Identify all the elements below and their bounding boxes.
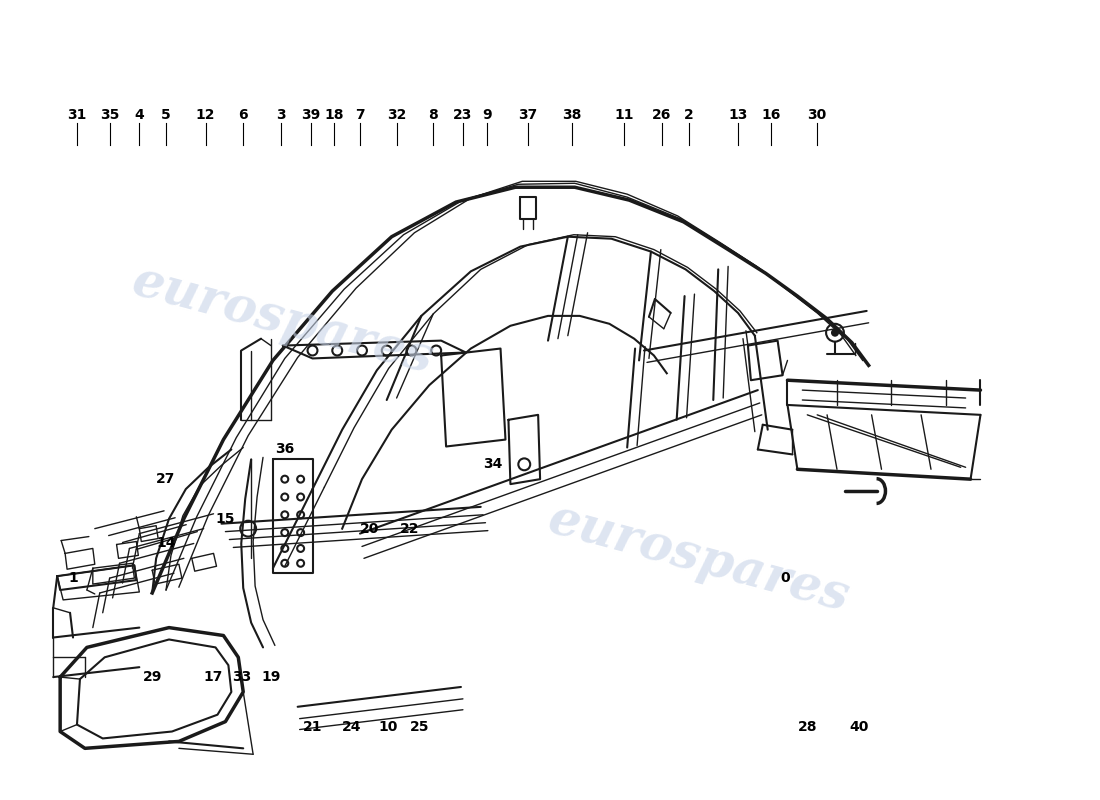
Text: 29: 29 [143, 670, 162, 684]
Text: 30: 30 [807, 108, 827, 122]
Text: 33: 33 [232, 670, 251, 684]
Text: 24: 24 [342, 719, 362, 734]
Text: 20: 20 [360, 522, 379, 536]
Text: 1: 1 [68, 571, 78, 585]
Text: 7: 7 [355, 108, 365, 122]
Text: 14: 14 [156, 537, 176, 550]
Text: 3: 3 [276, 108, 286, 122]
Text: 12: 12 [196, 108, 216, 122]
Text: 32: 32 [387, 108, 406, 122]
Text: 37: 37 [518, 108, 538, 122]
Text: 10: 10 [378, 719, 397, 734]
Text: 17: 17 [204, 670, 223, 684]
Text: eurospares: eurospares [126, 257, 439, 385]
Text: 26: 26 [652, 108, 671, 122]
Text: 13: 13 [728, 108, 748, 122]
Text: 23: 23 [453, 108, 473, 122]
Text: 5: 5 [162, 108, 170, 122]
Text: 40: 40 [849, 719, 868, 734]
Text: eurospares: eurospares [542, 494, 855, 622]
Text: 0: 0 [781, 571, 790, 585]
Text: 36: 36 [275, 442, 295, 457]
Text: 31: 31 [67, 108, 87, 122]
Text: 4: 4 [134, 108, 144, 122]
Text: 28: 28 [798, 719, 817, 734]
Text: 8: 8 [428, 108, 438, 122]
Text: 9: 9 [482, 108, 492, 122]
Text: 34: 34 [483, 458, 503, 471]
Text: 11: 11 [615, 108, 634, 122]
Text: 15: 15 [216, 512, 235, 526]
Text: 27: 27 [156, 472, 176, 486]
Text: 38: 38 [562, 108, 582, 122]
Text: 35: 35 [100, 108, 119, 122]
Text: 25: 25 [409, 719, 429, 734]
Text: 16: 16 [761, 108, 780, 122]
Text: 2: 2 [684, 108, 693, 122]
Text: 39: 39 [301, 108, 320, 122]
Circle shape [832, 330, 838, 336]
Text: 18: 18 [324, 108, 344, 122]
Text: 22: 22 [399, 522, 419, 536]
Text: 21: 21 [302, 719, 322, 734]
Text: 19: 19 [262, 670, 280, 684]
Text: 6: 6 [239, 108, 248, 122]
